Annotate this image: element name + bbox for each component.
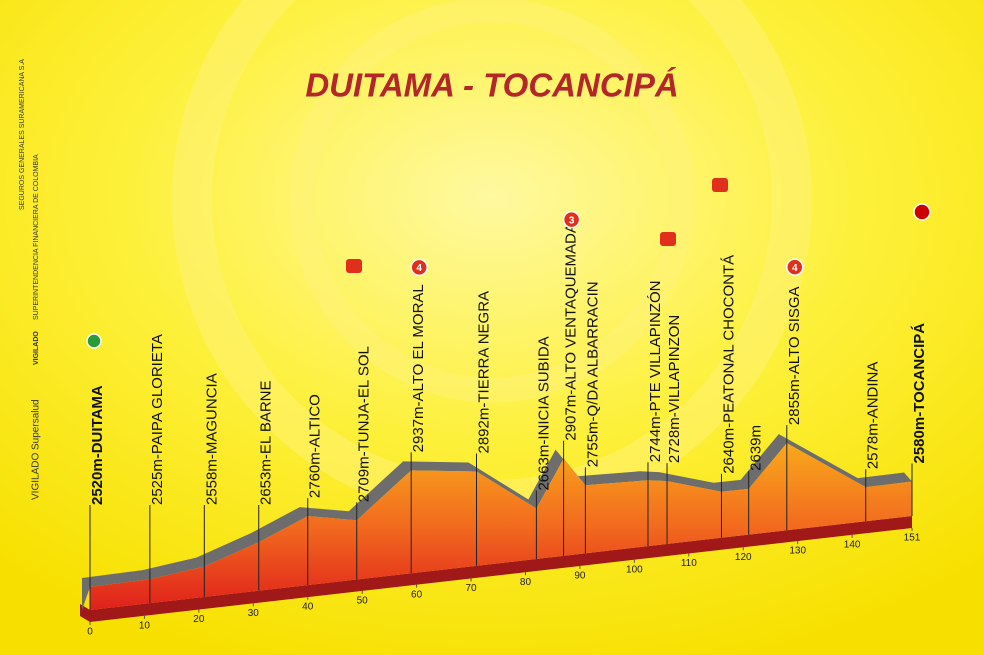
sprint-icon: [660, 232, 676, 246]
badge-label: 3: [569, 215, 575, 226]
brand: VIGILADO Supersalud: [31, 399, 42, 500]
badge-label: 4: [416, 263, 422, 274]
badge: [786, 258, 804, 276]
waypoint-label: 2892m-TIERRA NEGRA: [475, 291, 492, 454]
vigilado: VIGILADO: [33, 331, 40, 365]
waypoint-label: 2907m-ALTO VENTAQUEMADA: [563, 223, 580, 441]
start-icon: [86, 333, 102, 349]
sidebar: VIGILADO Supersalud VIGILADO SUPERINTEND…: [19, 59, 42, 500]
x-tick-label: 151: [904, 533, 921, 544]
x-tick-label: 10: [139, 620, 151, 631]
x-tick-label: 110: [681, 558, 697, 569]
waypoint-label: 2709m-TUNJA-EL SOL: [356, 346, 373, 502]
decor: [289, 0, 695, 403]
sprint-icon: [346, 259, 362, 273]
x-tick-label: 80: [520, 577, 532, 588]
x-tick-label: 100: [626, 564, 643, 575]
superintendencia: SUPERINTENDENCIA FINANCIERA DE COLOMBIA: [33, 154, 40, 320]
waypoint-label: 2525m-PAIPA GLORIETA: [149, 334, 166, 505]
x-tick-label: 70: [465, 583, 477, 594]
waypoint-label: 2580m-TOCANCIPÁ: [911, 323, 928, 464]
waypoint-label: 2760m-ALTICO: [307, 394, 324, 498]
badge-label: 4: [792, 263, 798, 274]
waypoint-label: 2744m-PTE VILLAPINZÓN: [647, 281, 664, 463]
x-tick-label: 60: [411, 589, 423, 600]
waypoint-label: 2728m-VILLAPINZON: [666, 315, 683, 463]
x-tick-label: 20: [193, 614, 205, 625]
waypoint-label: 2855m-ALTO SISGA: [786, 286, 803, 425]
waypoint-label: 2663m-INICIA SUBIDA: [535, 336, 552, 490]
x-tick-label: 50: [357, 596, 369, 607]
chart-title: DUITAMA - TOCANCIPÁ: [305, 67, 678, 104]
waypoint-label: 2578m-ANDINA: [865, 362, 882, 470]
badge: [410, 258, 428, 277]
finish-icon: [913, 203, 931, 221]
x-tick-label: 130: [789, 546, 806, 557]
waypoint-label: 2755m-Q/DA ALBARRACIN: [584, 281, 601, 467]
sprint-icon: [712, 178, 728, 192]
x-tick-label: 120: [735, 552, 752, 563]
x-tick-label: 30: [248, 608, 260, 619]
base-slab: [80, 516, 912, 622]
x-tick-label: 40: [302, 602, 314, 613]
profile: [90, 443, 912, 610]
waypoint-label: 2653m-EL BARNE: [258, 381, 275, 506]
waypoint-label: 2640m-PEATONAL CHOCONTÁ: [720, 255, 737, 474]
x-tick-label: 0: [87, 627, 93, 638]
waypoint-label: 2937m-ALTO EL MORAL: [410, 284, 427, 452]
x-tick-label: 140: [844, 539, 861, 550]
x-tick-label: 90: [574, 571, 586, 582]
waypoint-label: 2520m-DUITAMA: [89, 385, 106, 505]
badge: [562, 210, 581, 229]
waypoint-label: 2558m-MAGUNCIA: [203, 373, 220, 505]
waypoint-label: 2639m: [748, 425, 765, 471]
icons: [86, 178, 931, 349]
seguros: SEGUROS GENERALES SURAMERICANA S.A: [19, 59, 26, 210]
